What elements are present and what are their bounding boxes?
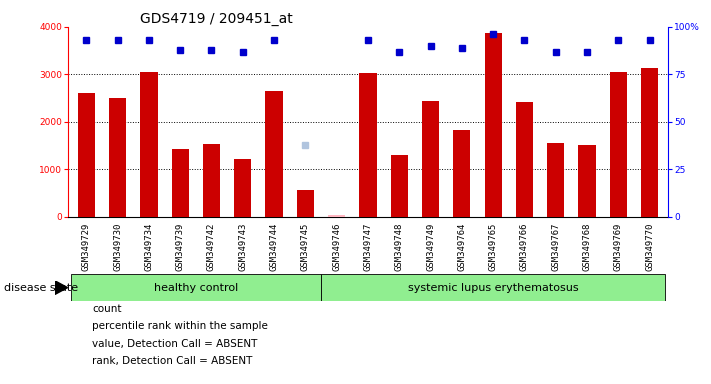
Text: disease state: disease state (4, 283, 77, 293)
Text: GSM349739: GSM349739 (176, 223, 185, 271)
Text: GSM349749: GSM349749 (426, 223, 435, 271)
Text: systemic lupus erythematosus: systemic lupus erythematosus (408, 283, 579, 293)
Bar (641, 68, 658, 217)
Text: GSM349767: GSM349767 (551, 223, 560, 271)
Bar (547, 143, 565, 217)
Bar (296, 190, 314, 217)
Text: GSM349769: GSM349769 (614, 223, 623, 271)
Text: GSM349742: GSM349742 (207, 223, 216, 271)
Text: GSM349748: GSM349748 (395, 223, 404, 271)
Text: GSM349766: GSM349766 (520, 223, 529, 271)
Text: GSM349770: GSM349770 (645, 223, 654, 271)
Bar (453, 131, 471, 217)
Text: GSM349729: GSM349729 (82, 223, 91, 271)
Bar (359, 73, 377, 217)
Bar (265, 91, 283, 217)
Bar (234, 159, 252, 217)
Bar (140, 72, 158, 217)
Bar (321, 274, 665, 301)
Bar (77, 93, 95, 217)
Text: GSM349744: GSM349744 (269, 223, 279, 271)
Bar (484, 33, 502, 217)
Bar (422, 101, 439, 217)
Bar (515, 102, 533, 217)
Bar (609, 72, 627, 217)
Text: GSM349730: GSM349730 (113, 223, 122, 271)
Text: GDS4719 / 209451_at: GDS4719 / 209451_at (139, 12, 292, 26)
Bar (203, 144, 220, 217)
Text: GSM349764: GSM349764 (457, 223, 466, 271)
Bar (171, 149, 189, 217)
Text: value, Detection Call = ABSENT: value, Detection Call = ABSENT (92, 339, 258, 349)
Text: GSM349765: GSM349765 (488, 223, 498, 271)
Bar (578, 145, 596, 217)
Text: GSM349747: GSM349747 (363, 223, 373, 271)
Text: GSM349746: GSM349746 (332, 223, 341, 271)
Text: count: count (92, 304, 122, 314)
Polygon shape (55, 281, 68, 295)
Text: rank, Detection Call = ABSENT: rank, Detection Call = ABSENT (92, 356, 253, 366)
Text: GSM349745: GSM349745 (301, 223, 310, 271)
Text: GSM349743: GSM349743 (238, 223, 247, 271)
Text: GSM349768: GSM349768 (582, 223, 592, 271)
Text: GSM349734: GSM349734 (144, 223, 154, 271)
Bar (70, 274, 321, 301)
Bar (390, 155, 408, 217)
Bar (328, 215, 346, 217)
Bar (109, 98, 127, 217)
Text: percentile rank within the sample: percentile rank within the sample (92, 321, 268, 331)
Text: healthy control: healthy control (154, 283, 238, 293)
